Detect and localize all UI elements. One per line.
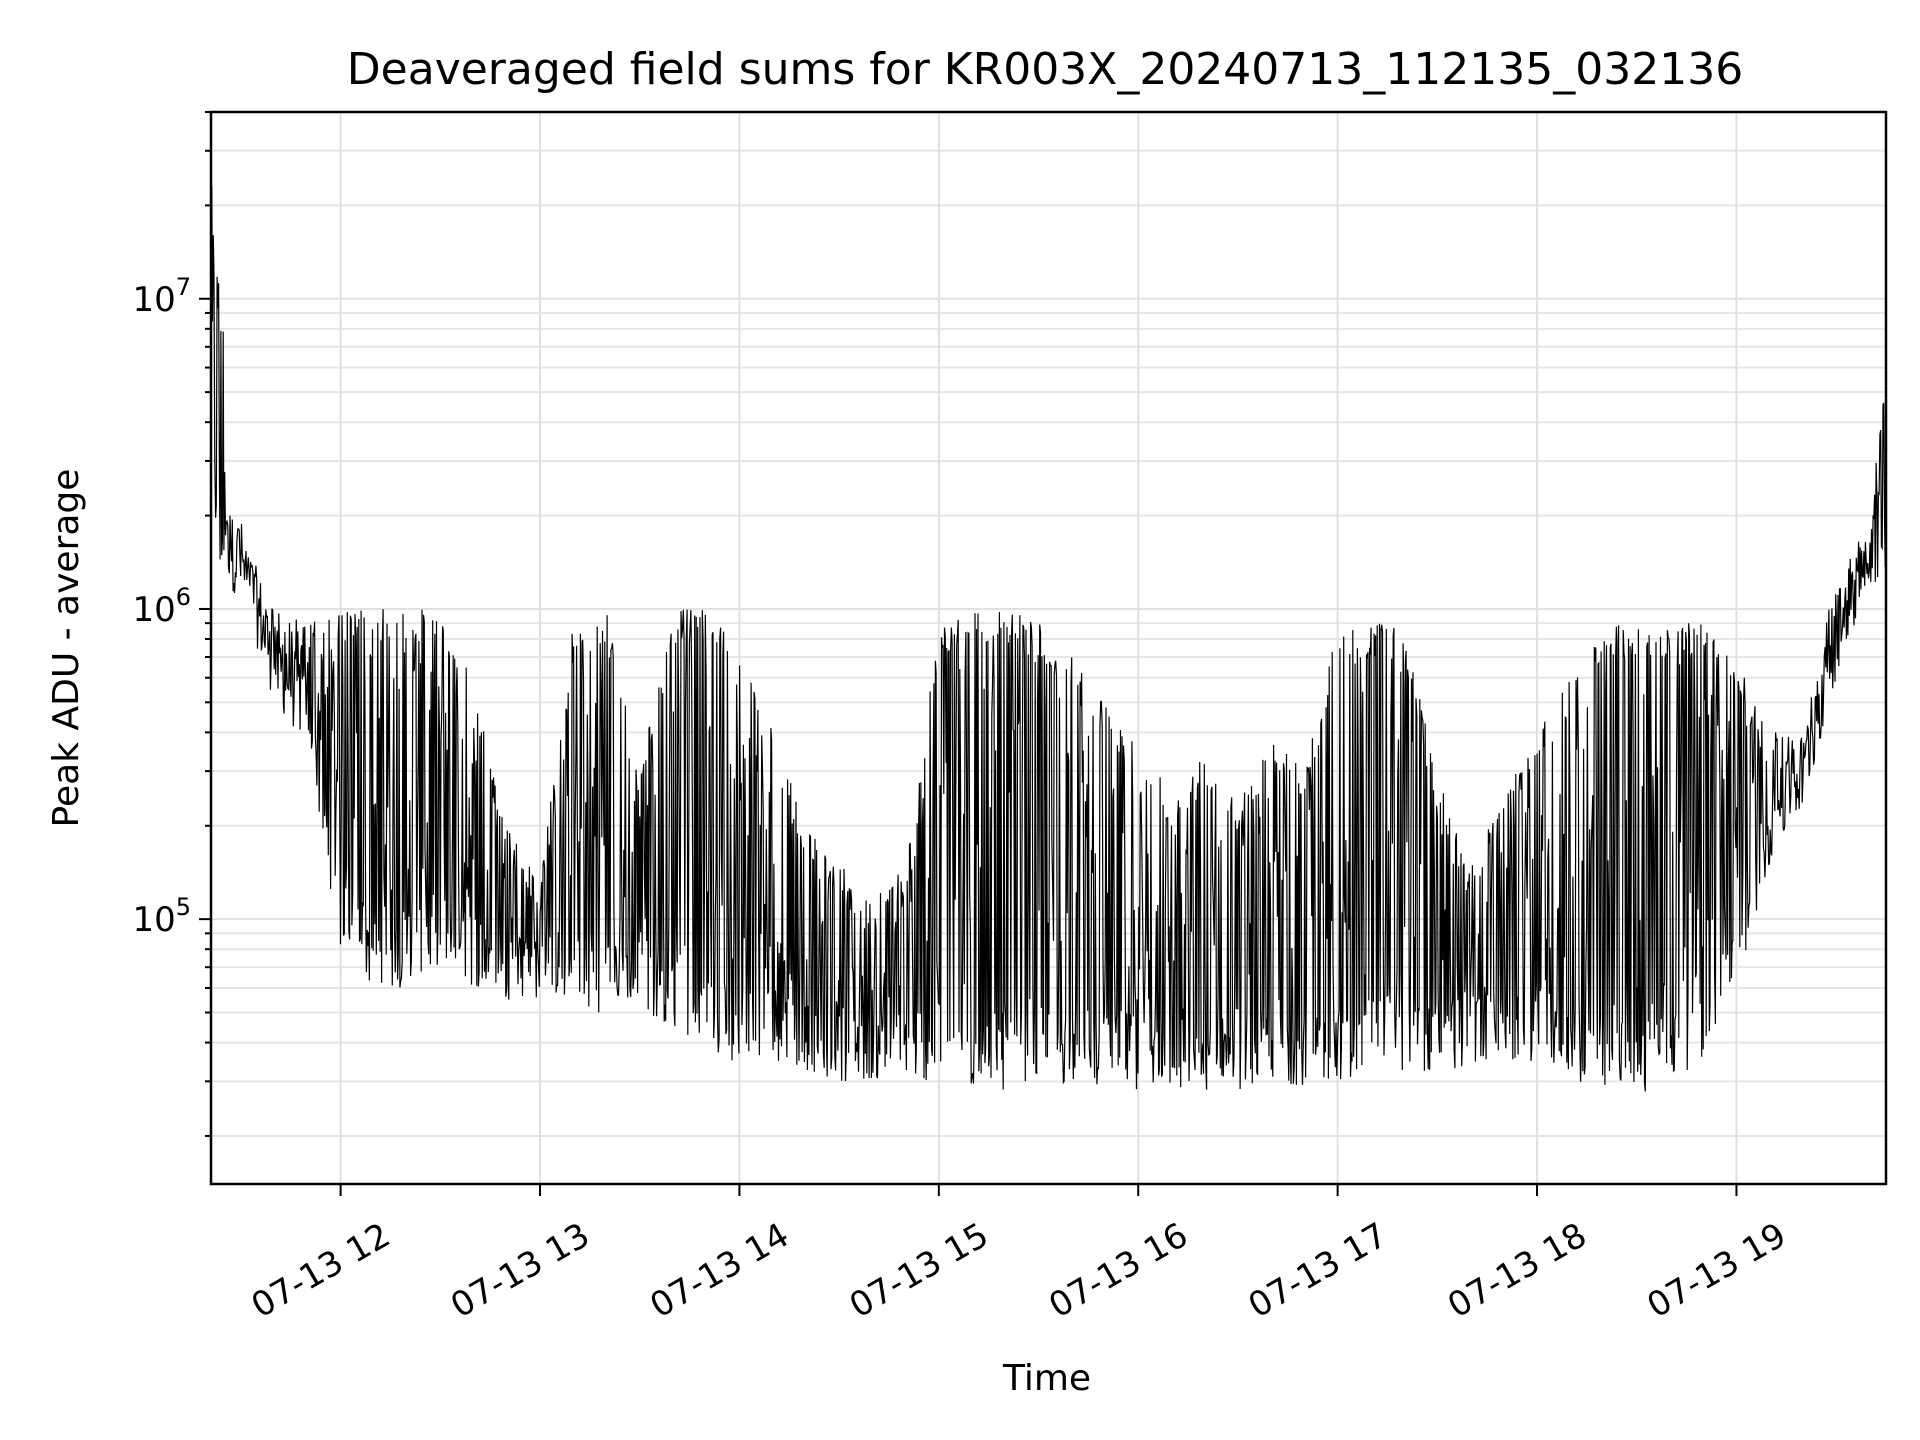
x-tick-label: 07-13 19 (1641, 1215, 1793, 1326)
y-tick-base: 10 (132, 900, 175, 940)
y-tick-exponent: 7 (176, 273, 191, 301)
chart-title: Deaveraged field sums for KR003X_2024071… (347, 44, 1743, 95)
x-tick-label: 07-13 16 (1042, 1215, 1194, 1326)
y-axis-label: Peak ADU - average (46, 469, 87, 828)
y-tick-label: 107 (132, 273, 191, 320)
x-tick-label: 07-13 17 (1242, 1215, 1394, 1326)
y-tick-base: 10 (132, 280, 175, 320)
x-axis-label: Time (1002, 1358, 1091, 1399)
x-tick-label: 07-13 13 (444, 1215, 596, 1326)
x-tick-label: 07-13 18 (1441, 1215, 1593, 1326)
y-tick-base: 10 (132, 590, 175, 630)
x-tick-label: 07-13 15 (843, 1215, 995, 1326)
plot-frame (209, 110, 1888, 1186)
series-line (210, 185, 1887, 1092)
x-tick-label: 07-13 12 (245, 1215, 397, 1326)
series-layer (210, 185, 1887, 1092)
y-tick-exponent: 6 (176, 583, 191, 611)
x-tick-label: 07-13 14 (644, 1215, 796, 1326)
y-tick-label: 106 (132, 583, 191, 630)
y-tick-label: 105 (132, 893, 191, 940)
y-tick-exponent: 5 (176, 893, 191, 921)
